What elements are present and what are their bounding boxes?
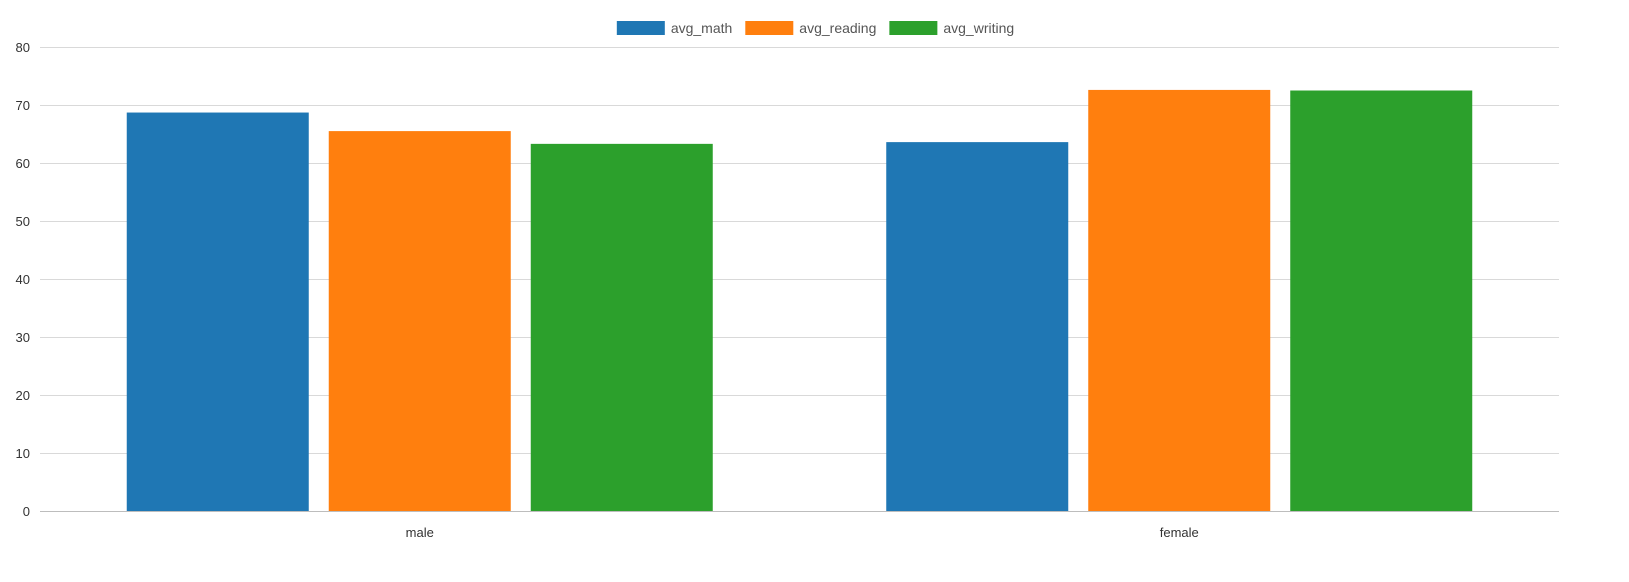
bars — [126, 89, 1473, 512]
bar-avg_math-male[interactable] — [126, 112, 309, 511]
y-tick-label: 80 — [16, 40, 30, 55]
y-tick-label: 0 — [23, 504, 30, 519]
bar-avg_reading-female[interactable] — [1088, 89, 1271, 512]
legend[interactable]: avg_math avg_reading avg_writing — [616, 20, 1014, 36]
y-tick-label: 20 — [16, 388, 30, 403]
bar-avg_reading-male[interactable] — [328, 131, 511, 511]
y-axis-ticks: 0 10 20 30 40 50 60 70 80 — [16, 40, 30, 519]
legend-label: avg_reading — [799, 20, 876, 36]
y-tick-label: 70 — [16, 98, 30, 113]
x-axis-categories: male female — [406, 525, 1199, 540]
y-tick-label: 10 — [16, 446, 30, 461]
x-category-label: female — [1160, 525, 1199, 540]
legend-swatch — [889, 21, 938, 35]
legend-item-avg_reading[interactable]: avg_reading — [745, 20, 876, 36]
bar-avg_writing-female[interactable] — [1290, 90, 1473, 512]
y-tick-label: 30 — [16, 330, 30, 345]
bar-avg_writing-male[interactable] — [530, 143, 713, 512]
x-category-label: male — [406, 525, 434, 540]
legend-item-avg_math[interactable]: avg_math — [616, 20, 732, 36]
bar-avg_math-female[interactable] — [886, 142, 1069, 511]
legend-label: avg_writing — [943, 20, 1014, 36]
legend-item-avg_writing[interactable]: avg_writing — [889, 20, 1014, 36]
y-tick-label: 60 — [16, 156, 30, 171]
legend-label: avg_math — [671, 20, 732, 36]
y-tick-label: 40 — [16, 272, 30, 287]
legend-swatch — [616, 21, 665, 35]
legend-swatch — [745, 21, 794, 35]
y-tick-label: 50 — [16, 214, 30, 229]
